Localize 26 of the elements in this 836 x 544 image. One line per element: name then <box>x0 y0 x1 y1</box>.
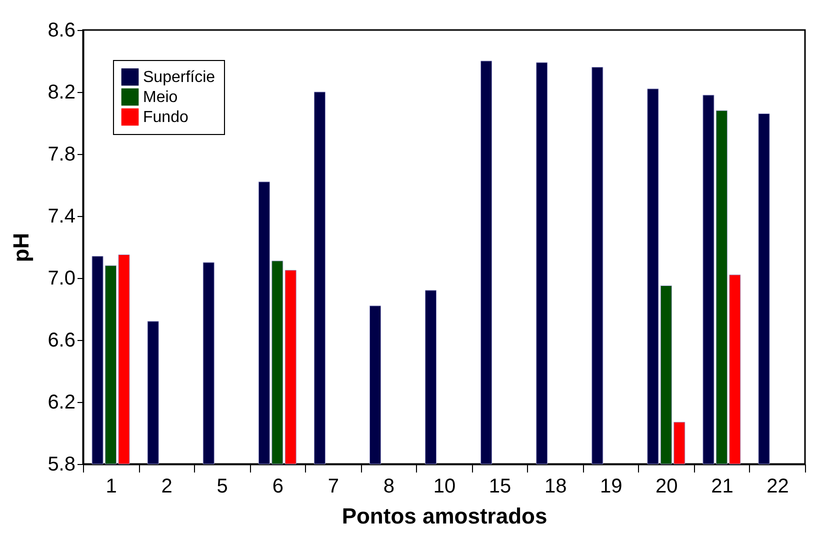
y-tick-label: 7.0 <box>48 268 76 290</box>
y-tick-label: 5.8 <box>48 454 76 476</box>
y-tick-label: 7.4 <box>48 206 76 228</box>
legend-label: Superfície <box>143 69 216 86</box>
legend-label: Meio <box>143 89 178 106</box>
y-axis-title: pH <box>8 232 34 262</box>
y-tick-label: 7.8 <box>48 144 76 166</box>
x-tick-label: 18 <box>544 476 567 498</box>
x-tick-label: 20 <box>656 476 678 498</box>
y-tick-label: 8.2 <box>48 82 76 104</box>
x-tick-label: 10 <box>433 476 456 498</box>
x-tick-label: 22 <box>766 476 789 498</box>
x-tick-label: 21 <box>711 476 734 498</box>
y-tick-label: 6.6 <box>48 330 76 352</box>
x-tick-label: 1 <box>106 476 117 498</box>
y-tick-label: 6.2 <box>48 392 76 414</box>
x-tick-label: 19 <box>600 476 622 498</box>
x-tick-label: 8 <box>383 476 395 498</box>
x-tick-label: 15 <box>488 476 512 498</box>
x-tick-label: 2 <box>161 476 172 498</box>
x-tick-label: 5 <box>216 476 228 498</box>
y-tick-label: 8.6 <box>48 20 76 42</box>
x-tick-label: 7 <box>328 476 339 498</box>
x-tick-label: 6 <box>272 476 284 498</box>
legend-label: Fundo <box>143 109 188 126</box>
x-axis-title: Pontos amostrados <box>342 504 548 528</box>
